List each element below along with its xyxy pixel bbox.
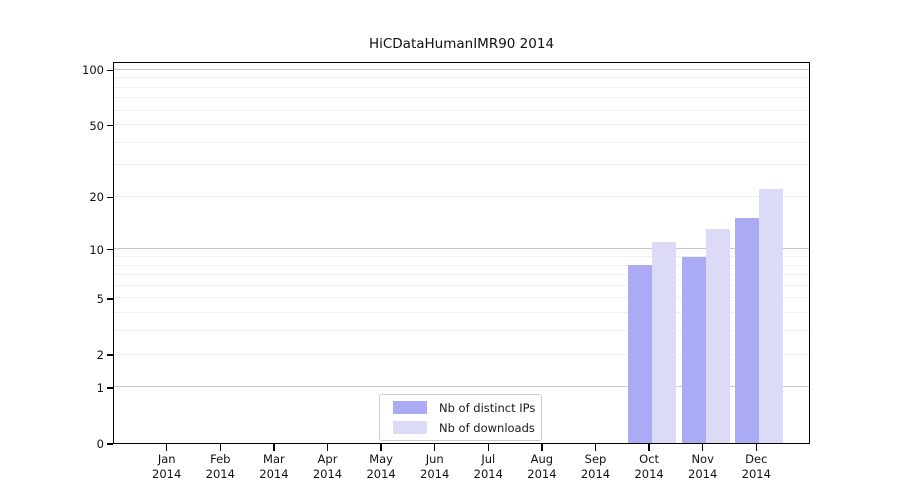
- x-axis-tick-jul: [487, 444, 489, 451]
- x-axis-label-month: Oct: [639, 452, 660, 466]
- legend-label-distinct-ips: Nb of distinct IPs: [439, 400, 536, 415]
- gridline-minor-y-5: [114, 297, 809, 299]
- y-axis-tick-20: [106, 196, 113, 199]
- x-axis-label-year: 2014: [580, 467, 611, 481]
- x-axis-label-aug-2014: Aug 2014: [510, 452, 574, 482]
- gridline-minor-y-9: [114, 256, 809, 257]
- x-axis-label-month: Nov: [691, 452, 714, 466]
- x-axis-tick-nov: [702, 444, 704, 451]
- y-axis-tick-0: [106, 443, 113, 445]
- gridline-minor-y-8: [114, 264, 809, 266]
- x-axis-label-jan-2014: Jan 2014: [135, 452, 199, 482]
- y-axis-tick-100: [106, 69, 113, 71]
- legend: Nb of distinct IPs Nb of downloads: [379, 394, 542, 441]
- x-axis-label-oct-2014: Oct 2014: [617, 452, 681, 482]
- gridline-minor-y-60: [114, 109, 809, 111]
- x-axis-label-apr-2014: Apr 2014: [296, 452, 360, 482]
- x-axis-tick-sep: [594, 444, 597, 451]
- bar-downloads-nov-2014: [705, 229, 730, 443]
- x-axis-label-month: Jan: [157, 452, 176, 466]
- legend-label-downloads: Nb of downloads: [439, 420, 535, 435]
- x-axis-label-year: 2014: [420, 467, 450, 481]
- x-axis-tick-dec: [755, 444, 757, 451]
- x-axis-label-feb-2014: Feb 2014: [188, 452, 252, 482]
- y-axis-tick-50: [106, 124, 113, 127]
- legend-swatch-downloads: [393, 421, 427, 434]
- x-axis-tick-apr: [326, 444, 329, 451]
- legend-item-downloads: Nb of downloads: [393, 420, 535, 435]
- gridline-minor-y-4: [114, 312, 809, 314]
- gridline-minor-y-3: [114, 330, 809, 332]
- x-axis-tick-aug: [541, 444, 543, 451]
- gridline-minor-y-2: [114, 353, 809, 355]
- x-axis-tick-oct: [648, 444, 650, 451]
- bar-distinct-ips-nov-2014: [681, 256, 706, 443]
- y-axis-tick-1: [106, 387, 113, 389]
- x-axis-label-may-2014: May 2014: [349, 452, 413, 482]
- x-axis-label-month: Mar: [263, 452, 285, 466]
- x-axis-label-month: Jun: [425, 452, 444, 466]
- x-axis-label-month: Sep: [584, 452, 607, 466]
- bar-downloads-dec-2014: [759, 189, 784, 443]
- x-axis-label-year: 2014: [527, 467, 557, 481]
- x-axis-label-jun-2014: Jun 2014: [403, 452, 467, 482]
- gridline-minor-y-30: [114, 164, 809, 166]
- gridline-minor-y-50: [114, 124, 809, 126]
- y-axis-label-0: 0: [96, 437, 104, 451]
- gridline-major-y-1: [114, 386, 809, 388]
- plot-area: Nb of distinct IPs Nb of downloads: [113, 62, 810, 444]
- x-axis-tick-jun: [434, 444, 436, 451]
- bar-distinct-ips-oct-2014: [628, 265, 653, 443]
- x-axis-label-year: 2014: [205, 467, 235, 481]
- x-axis-tick-feb: [219, 444, 221, 451]
- y-axis-tick-2: [106, 354, 113, 356]
- y-axis-label-1: 1: [96, 380, 104, 395]
- x-axis-label-month: Apr: [317, 452, 338, 466]
- x-axis-tick-may: [380, 444, 382, 451]
- x-axis-label-jul-2014: Jul 2014: [456, 452, 520, 482]
- x-axis-tick-mar: [273, 444, 275, 451]
- x-axis-label-year: 2014: [366, 467, 396, 481]
- x-axis-label-year: 2014: [688, 467, 718, 481]
- x-axis-label-dec-2014: Dec 2014: [724, 452, 788, 482]
- x-axis-label-mar-2014: Mar 2014: [242, 452, 306, 482]
- x-axis-label-year: 2014: [259, 467, 289, 481]
- bar-distinct-ips-dec-2014: [735, 218, 760, 443]
- x-axis-label-sep-2014: Sep 2014: [564, 452, 628, 482]
- gridline-minor-y-40: [114, 141, 809, 143]
- y-axis-tick-5: [106, 298, 113, 300]
- gridline-major-y-100: [114, 68, 809, 70]
- gridline-major-y-10: [114, 248, 809, 250]
- x-axis-label-year: 2014: [473, 467, 503, 481]
- x-axis-label-year: 2014: [741, 467, 771, 481]
- x-axis-label-year: 2014: [634, 467, 664, 481]
- x-axis-label-month: Feb: [210, 452, 231, 466]
- gridline-minor-y-70: [114, 97, 809, 99]
- y-axis-label-20: 20: [89, 190, 104, 205]
- y-axis-label-5: 5: [96, 291, 104, 306]
- x-axis-tick-jan: [166, 444, 168, 451]
- legend-item-distinct-ips: Nb of distinct IPs: [393, 400, 536, 415]
- y-axis-label-100: 100: [82, 63, 104, 78]
- legend-swatch-distinct-ips: [393, 401, 427, 414]
- x-axis-label-year: 2014: [152, 467, 182, 481]
- x-axis-label-month: May: [369, 452, 393, 466]
- gridline-minor-y-6: [114, 284, 809, 286]
- x-axis-label-month: Dec: [745, 452, 768, 466]
- x-axis-label-month: Jul: [481, 452, 496, 466]
- y-axis-label-50: 50: [89, 118, 104, 133]
- chart-title: HiCDataHumanIMR90 2014: [368, 36, 555, 52]
- x-axis-label-year: 2014: [312, 467, 343, 481]
- x-axis-label-nov-2014: Nov 2014: [671, 452, 735, 482]
- x-axis-label-month: Aug: [530, 452, 554, 466]
- y-axis-label-2: 2: [96, 348, 104, 362]
- gridline-minor-y-90: [114, 77, 809, 79]
- y-axis-tick-10: [106, 249, 113, 251]
- bar-downloads-oct-2014: [652, 241, 677, 443]
- gridline-minor-y-20: [114, 195, 809, 197]
- gridline-minor-y-7: [114, 274, 809, 276]
- y-axis-label-10: 10: [89, 242, 104, 257]
- gridline-minor-y-80: [114, 86, 809, 88]
